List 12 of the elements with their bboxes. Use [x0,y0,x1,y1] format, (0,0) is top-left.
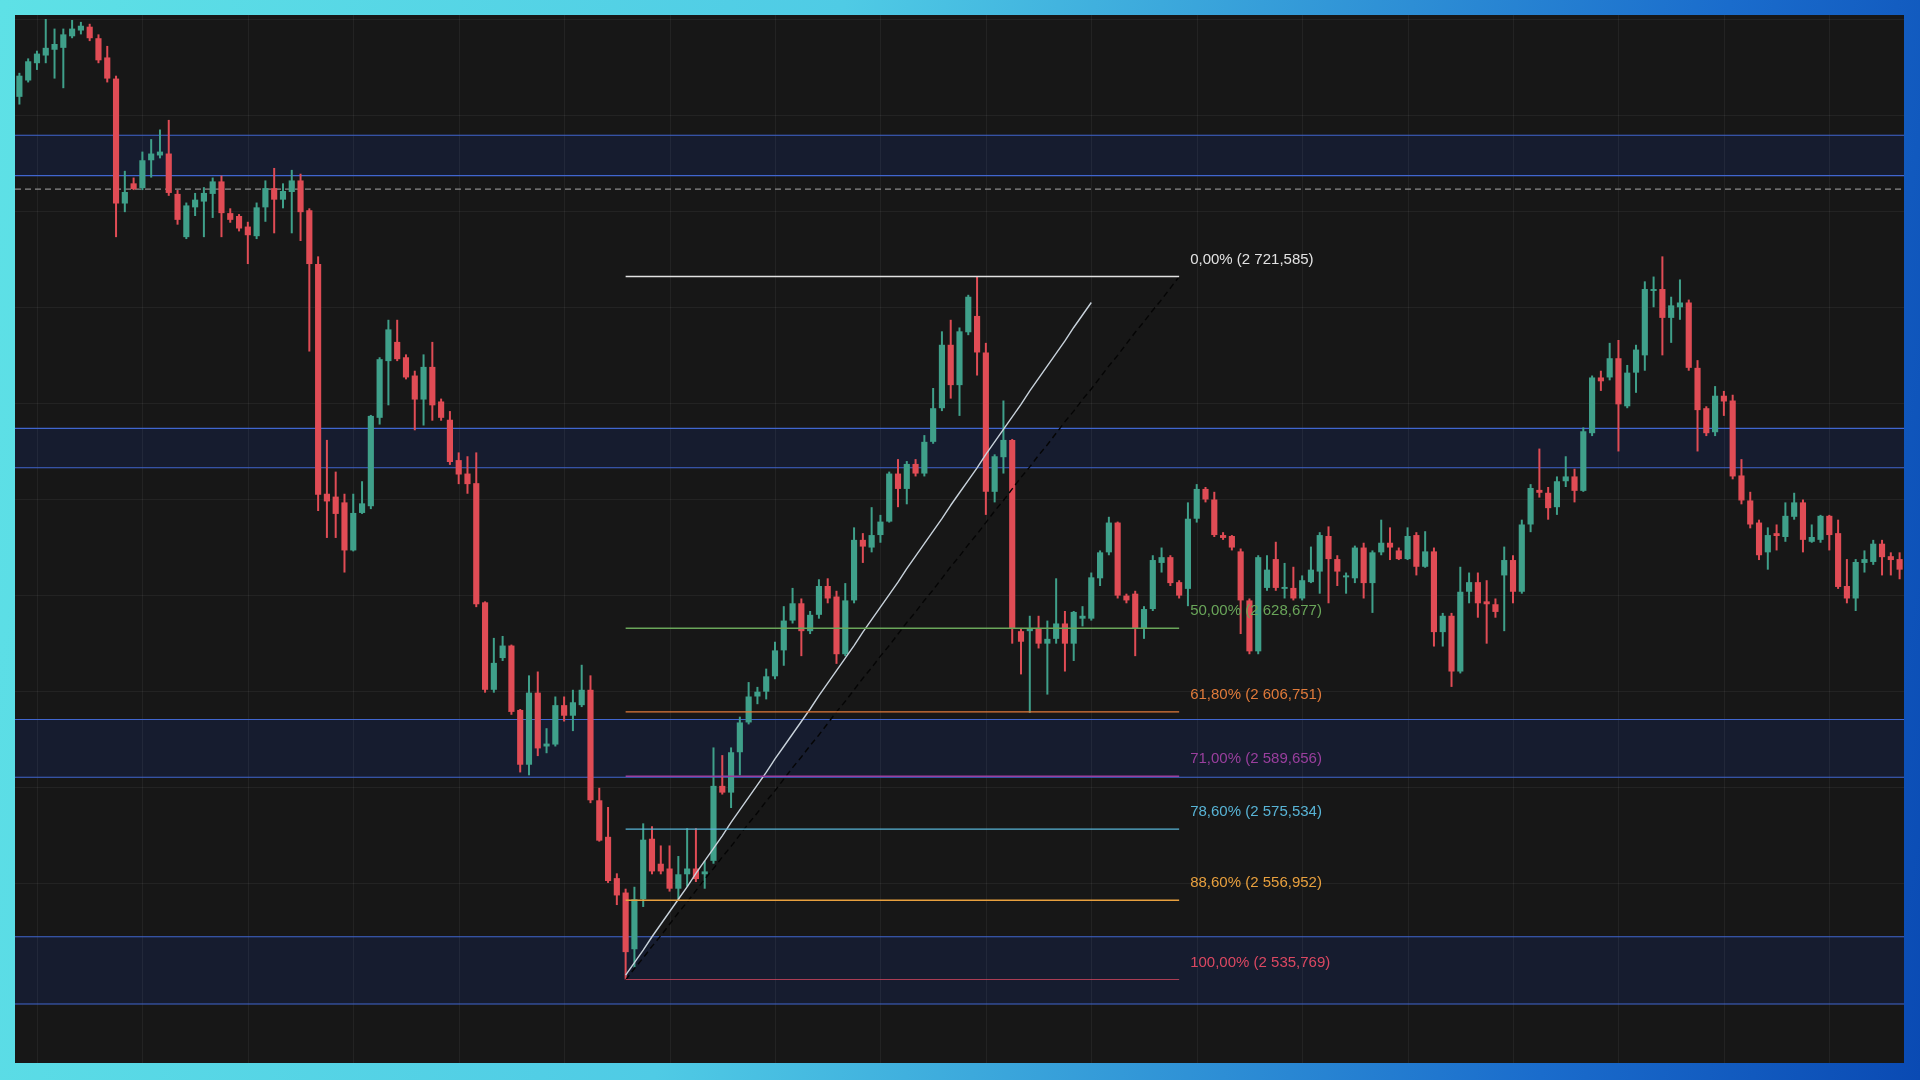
candlestick [1044,620,1051,695]
candlestick [1650,276,1657,308]
candlestick [1536,448,1543,498]
series-label: 88,60% (2 556,952) [1190,873,1322,891]
candlestick [1483,580,1490,644]
series-label: 71,00% (2 589,656) [1190,749,1322,767]
candlestick [1343,572,1350,594]
series-label: 100,00% (2 535,769) [1190,953,1331,971]
candlestick [1281,562,1288,599]
series-label: 0,00% (2 721,585) [1190,249,1314,267]
series-label: 78,60% (2 575,534) [1190,802,1322,820]
series-label: 61,80% (2 606,751) [1190,685,1322,703]
